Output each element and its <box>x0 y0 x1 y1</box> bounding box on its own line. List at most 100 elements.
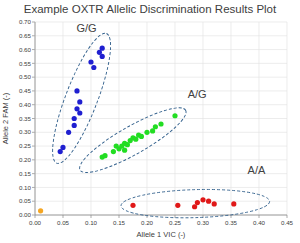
tick-label: 0.25 <box>169 219 182 226</box>
point <box>77 99 82 104</box>
tick <box>32 132 35 133</box>
tick-label: 0.25 <box>19 142 32 149</box>
x-axis <box>35 215 287 216</box>
cluster-outline <box>42 28 121 169</box>
x-axis-label: Allele 1 VIC (-) <box>137 230 186 239</box>
tick-label: 0.35 <box>225 219 238 226</box>
tick <box>32 63 35 64</box>
grid-line <box>35 132 287 133</box>
grid-line <box>35 215 287 216</box>
tick-label: 0.55 <box>19 60 32 67</box>
tick-label: 0.20 <box>19 156 32 163</box>
tick <box>32 159 35 160</box>
grid-line <box>35 104 287 105</box>
point <box>72 123 77 128</box>
point <box>172 113 177 118</box>
tick-label: 0.50 <box>19 73 32 80</box>
point <box>102 153 107 158</box>
tick-label: 0.45 <box>19 87 32 94</box>
tick-label: 0.45 <box>281 219 294 226</box>
tick-label: 0.40 <box>253 219 266 226</box>
tick <box>63 215 64 218</box>
point <box>100 54 105 59</box>
tick-label: 0.15 <box>19 170 32 177</box>
point <box>72 116 77 121</box>
cluster-label: G/G <box>76 22 96 34</box>
point <box>77 110 82 115</box>
tick <box>32 187 35 188</box>
points <box>38 46 236 214</box>
tick <box>32 35 35 36</box>
grid-line <box>91 22 92 215</box>
tick-label: 0.30 <box>197 219 210 226</box>
grid-line <box>35 22 287 23</box>
chart: Example OXTR Allelic Discrimination Resu… <box>0 0 300 243</box>
tick-label: 0.10 <box>19 184 32 191</box>
grid-line <box>35 35 287 36</box>
point <box>158 121 163 126</box>
tick <box>32 22 35 23</box>
grid-line <box>231 22 232 215</box>
tick-label: 0.10 <box>85 219 98 226</box>
tick <box>119 215 120 218</box>
tick-label: 0.05 <box>57 219 70 226</box>
tick-label: 0.60 <box>19 46 32 53</box>
cluster-label: A/G <box>188 88 207 100</box>
grid-line <box>35 63 287 64</box>
point <box>144 130 149 135</box>
tick-label: 0.15 <box>113 219 126 226</box>
tick-label: 0.65 <box>19 32 32 39</box>
tick-label: 0.35 <box>19 115 32 122</box>
point <box>58 149 63 154</box>
grid-line <box>35 90 287 91</box>
grid-line <box>35 187 287 188</box>
point <box>206 199 211 204</box>
tick <box>35 215 36 218</box>
tick <box>32 118 35 119</box>
grid-line <box>35 201 287 202</box>
point <box>153 124 158 129</box>
point <box>130 203 135 208</box>
tick <box>32 104 35 105</box>
tick-label: 0.05 <box>19 197 32 204</box>
point <box>88 59 93 64</box>
cluster-label: A/A <box>248 164 266 176</box>
tick-label: 0.00 <box>29 219 42 226</box>
grid-line <box>147 22 148 215</box>
tick <box>287 215 288 218</box>
point <box>122 148 127 153</box>
grid-line <box>119 22 120 215</box>
tick <box>32 146 35 147</box>
title: Example OXTR Allelic Discrimination Resu… <box>24 3 277 15</box>
grid-line <box>35 159 287 160</box>
y-axis-label: Allele 2 FAM (-) <box>1 92 10 144</box>
point <box>175 203 180 208</box>
tick-label: 0.00 <box>19 211 32 218</box>
point <box>139 134 144 139</box>
tick <box>259 215 260 218</box>
y-axis <box>35 22 36 215</box>
point <box>38 208 43 213</box>
grid-line <box>35 22 36 215</box>
tick <box>32 49 35 50</box>
grid-line <box>63 22 64 215</box>
tick <box>91 215 92 218</box>
cluster-outline <box>73 98 192 182</box>
point <box>111 149 116 154</box>
tick <box>32 90 35 91</box>
tick-label: 0.20 <box>141 219 154 226</box>
tick-label: 0.40 <box>19 101 32 108</box>
tick <box>175 215 176 218</box>
cluster-outline <box>121 187 270 219</box>
point <box>212 201 217 206</box>
tick <box>231 215 232 218</box>
grid-line <box>175 22 176 215</box>
point <box>231 201 236 206</box>
tick <box>32 173 35 174</box>
grid-line <box>35 49 287 50</box>
grid-line <box>259 22 260 215</box>
point <box>200 197 205 202</box>
grid-line <box>35 146 287 147</box>
tick <box>32 201 35 202</box>
tick <box>32 215 35 216</box>
